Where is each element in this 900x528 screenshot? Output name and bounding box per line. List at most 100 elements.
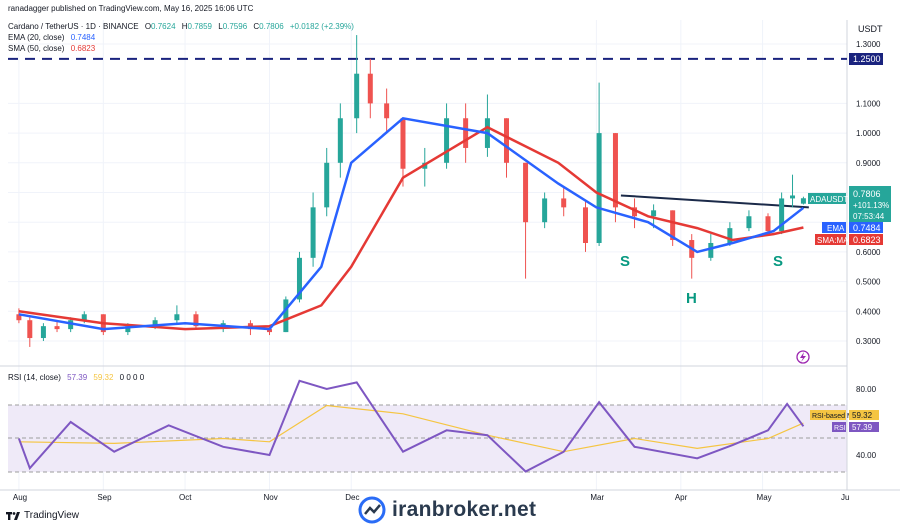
pair-name: Cardano / TetherUS · 1D · BINANCE [8, 22, 139, 31]
ema-line[interactable] [18, 116, 805, 331]
price-tick-label: 0.9000 [856, 159, 881, 168]
time-tick-label: Oct [179, 493, 192, 502]
price-tick-label: 1.3000 [856, 40, 881, 49]
ema-legend-value: 0.7484 [71, 33, 96, 42]
candle-body [463, 118, 469, 148]
candle-body [81, 314, 87, 321]
price-tag-price: 0.7806 [853, 189, 881, 199]
time-tick-label: Sep [97, 493, 112, 502]
time-axis: Aug Sep Oct Nov Dec Mar Apr May Ju [13, 493, 850, 502]
candle-body [670, 210, 676, 241]
symbol-tag [808, 193, 846, 204]
rsi-value-tag [849, 422, 879, 432]
rsi-line[interactable] [17, 379, 805, 473]
time-tick-label: Aug [13, 493, 27, 502]
candle-body [283, 299, 289, 333]
rsi-tick-40: 40.00 [856, 451, 877, 460]
candle-body [561, 198, 567, 208]
watermark: iranbroker.net [358, 496, 548, 524]
candle-body [324, 162, 330, 208]
candle-body [337, 118, 343, 163]
ema-legend-label: EMA (20, close) [8, 33, 65, 42]
ema-value-tag [849, 222, 883, 233]
rsi-legend-value: 57.39 [67, 373, 88, 382]
ema-value-text: 0.7484 [853, 223, 881, 233]
candle-body [354, 73, 360, 119]
candle-body [444, 118, 450, 163]
ema-tag [822, 222, 846, 233]
candle-body [779, 198, 785, 232]
sma-value-tag [849, 234, 883, 245]
price-tick-label: 0.3000 [856, 337, 881, 346]
rsi-legend[interactable]: RSI (14, close) 57.39 59.32 0 0 0 0 [8, 373, 145, 382]
broker-logo-icon [358, 496, 386, 524]
candle-body [125, 326, 131, 333]
rsi-legend-zeros: 0 0 0 0 [120, 373, 145, 382]
rsi-legend-ma: 59.32 [93, 373, 114, 382]
candle-body [384, 103, 390, 119]
resistance-tag-text: 1.2500 [853, 54, 881, 64]
price-tag-change: +101.13% [853, 201, 889, 210]
rsi-ma-value-text: 59.32 [852, 411, 873, 420]
sma-legend-value: 0.6823 [71, 44, 96, 53]
ema-tag-text: EMA [827, 224, 845, 233]
candles [16, 35, 806, 347]
sma-line[interactable] [18, 125, 804, 331]
lightning-icon[interactable] [796, 350, 810, 364]
watermark-text: iranbroker.net [392, 498, 537, 521]
ema-legend[interactable]: EMA (20, close) 0.7484 [8, 33, 96, 42]
candle-body [765, 216, 771, 232]
pattern-head: H [686, 290, 697, 307]
candle-body [310, 207, 316, 258]
rsi-ma-value-tag [849, 410, 879, 420]
time-tick-label: May [757, 493, 772, 502]
candle-body [152, 320, 158, 327]
candle-body [367, 73, 373, 104]
candle-body [503, 118, 509, 163]
sma-tag-text: SMA:MA [817, 236, 849, 245]
ohlc-legend: Cardano / TetherUS · 1D · BINANCE O0.762… [8, 22, 354, 31]
ohlc-o-value: 0.7624 [151, 22, 176, 31]
ohlc-c-key: C [253, 22, 259, 31]
time-tick-label: Mar [590, 493, 604, 502]
rsi-band [8, 405, 847, 472]
axis-currency: USDT [858, 24, 883, 34]
sma-tag [815, 234, 846, 245]
candle-body [582, 207, 588, 243]
candle-body [746, 216, 752, 229]
symbol-tag-text: ADAUSDT [810, 195, 848, 204]
price-tick-label: 1.1000 [856, 99, 881, 108]
rsi-tag [832, 422, 846, 432]
pattern-right-shoulder: S [773, 253, 783, 270]
pattern-left-shoulder: S [620, 253, 630, 270]
candle-body [612, 133, 618, 208]
rsi-tick-80: 80.00 [856, 385, 877, 394]
ohlc-l-key: L [218, 22, 223, 31]
tradingview-logo-icon [6, 511, 20, 520]
candle-body [193, 314, 199, 327]
rsi-tag-text: RSI [834, 425, 846, 432]
candle-body [54, 326, 60, 330]
candle-body [800, 198, 806, 204]
candle-body [708, 242, 714, 258]
candle-body [632, 207, 638, 217]
tradingview-brand[interactable]: TradingView [6, 510, 79, 521]
published-line: ranadagger published on TradingView.com,… [8, 4, 254, 13]
neckline-line[interactable] [620, 194, 809, 209]
candle-body [727, 228, 733, 243]
candle-body [68, 320, 74, 330]
time-tick-label: Dec [345, 493, 359, 502]
candle-body [523, 162, 529, 223]
candle-body [27, 320, 33, 339]
candle-body [651, 210, 657, 217]
ohlc-o-key: O [145, 22, 151, 31]
candle-body [542, 198, 548, 223]
candle-body [400, 118, 406, 169]
ohlc-change: +0.0182 (+2.39%) [290, 22, 354, 31]
rsi-legend-label: RSI (14, close) [8, 373, 61, 382]
candle-body [267, 329, 273, 333]
sma-legend[interactable]: SMA (50, close) 0.6823 [8, 44, 96, 53]
tradingview-brand-text: TradingView [24, 510, 80, 521]
price-tick-label: 0.6000 [856, 248, 881, 257]
